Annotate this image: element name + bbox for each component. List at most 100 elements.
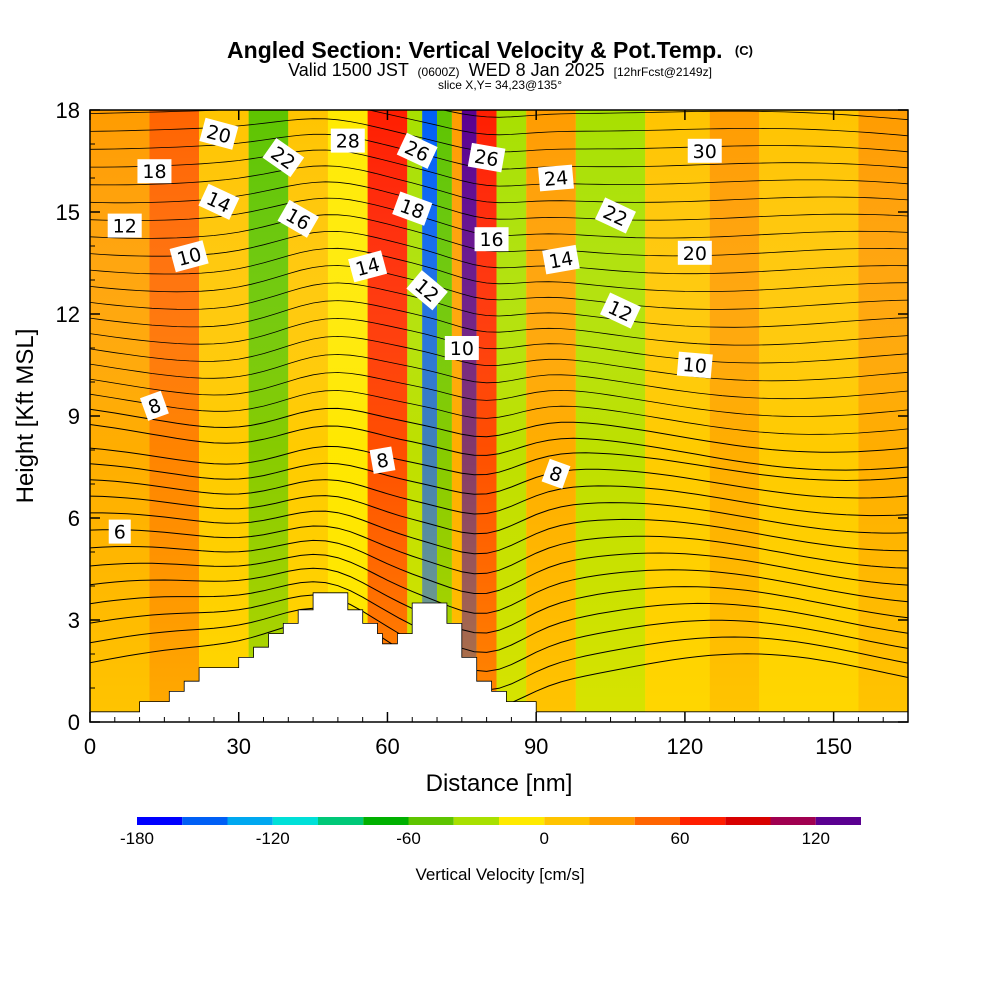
colorbar-swatch bbox=[770, 817, 816, 825]
isentrope-line bbox=[90, 390, 908, 435]
contour-label-box bbox=[330, 128, 365, 153]
isentrope-line bbox=[90, 247, 908, 292]
contour-label-box bbox=[538, 164, 574, 192]
colorbar-tick-label: 60 bbox=[671, 829, 690, 848]
isentrope-line bbox=[90, 510, 908, 555]
contour-label-box bbox=[262, 138, 305, 178]
isentrope-line bbox=[90, 594, 908, 672]
colorbar-swatch bbox=[499, 817, 545, 825]
contour-label-box bbox=[369, 446, 396, 474]
contour-label-box bbox=[396, 132, 438, 169]
isentrope-line bbox=[90, 539, 908, 595]
contour-label-text: 24 bbox=[543, 167, 569, 191]
colorbar-swatch bbox=[634, 817, 680, 825]
contour-label-box bbox=[108, 519, 131, 544]
contour-label-text: 28 bbox=[336, 131, 360, 153]
contour-label: 8 bbox=[369, 446, 396, 474]
isentrope-line bbox=[90, 581, 908, 653]
x-tick-label: 30 bbox=[226, 734, 250, 759]
contour-label-box bbox=[541, 458, 571, 489]
contour-label-box bbox=[444, 336, 479, 360]
isentrope-line bbox=[90, 462, 908, 499]
contour-label-text: 18 bbox=[142, 161, 166, 183]
contour-label-box bbox=[169, 240, 209, 273]
isentrope-line bbox=[90, 265, 908, 310]
isentrope-line bbox=[90, 407, 908, 453]
contour-label-box bbox=[687, 138, 722, 163]
contour-label: 10 bbox=[676, 351, 713, 379]
colorbar-tick-label: -120 bbox=[256, 829, 290, 848]
colorbar-swatch bbox=[815, 817, 861, 825]
isentrope-line bbox=[90, 282, 908, 328]
contour-label-box bbox=[677, 240, 712, 265]
colorbar-swatch bbox=[680, 817, 726, 825]
colorbar-swatch bbox=[453, 817, 499, 825]
y-tick-label: 6 bbox=[68, 506, 80, 531]
contour-label: 8 bbox=[541, 458, 571, 489]
isentrope-line bbox=[90, 230, 908, 275]
contour-label: 30 bbox=[687, 138, 722, 163]
colorbar-swatch bbox=[725, 817, 771, 825]
colorbar-title: Vertical Velocity [cm/s] bbox=[415, 865, 584, 884]
colorbar-tick-label: 120 bbox=[802, 829, 830, 848]
contour-label: 8 bbox=[140, 390, 169, 421]
isentrope-line bbox=[90, 567, 908, 634]
y-axis: 0 3 6 9 12 15 18 bbox=[56, 98, 908, 735]
colorbar-swatch bbox=[318, 817, 364, 825]
colorbar-swatch bbox=[137, 817, 183, 825]
y-tick-label: 9 bbox=[68, 404, 80, 429]
contour-label-text: 10 bbox=[450, 338, 474, 360]
isentrope-line bbox=[90, 149, 908, 187]
colorbar-tick-label: -180 bbox=[120, 829, 154, 848]
y-tick-label: 15 bbox=[56, 200, 80, 225]
colorbar: -180 -120 -60 0 60 120 bbox=[120, 817, 861, 848]
contour-label-text: 30 bbox=[693, 141, 717, 163]
colorbar-swatch bbox=[363, 817, 409, 825]
isentrope-line bbox=[90, 354, 908, 400]
contour-label-text: 8 bbox=[375, 449, 391, 473]
isentrope-line bbox=[90, 479, 908, 517]
chart-title: Angled Section: Vertical Velocity & Pot.… bbox=[227, 37, 753, 63]
contour-label-box bbox=[277, 199, 319, 238]
contour-label: 10 bbox=[169, 240, 209, 273]
contour-label-box bbox=[406, 270, 448, 311]
contour-label-text: 12 bbox=[113, 216, 137, 238]
contour-label: 28 bbox=[330, 128, 365, 153]
x-tick-label: 120 bbox=[667, 734, 704, 759]
colorbar-swatch bbox=[272, 817, 318, 825]
contour-label: 6 bbox=[108, 519, 131, 544]
contour-label-box bbox=[676, 351, 713, 379]
contour-label-box bbox=[467, 142, 506, 173]
contour-label-text: 16 bbox=[479, 229, 503, 251]
y-axis-title: Height [Kft MSL] bbox=[12, 329, 39, 504]
contour-label-box bbox=[474, 227, 509, 252]
x-axis-title: Distance [nm] bbox=[426, 770, 573, 797]
isentrope-line bbox=[90, 214, 908, 257]
contour-label-text: 6 bbox=[114, 522, 126, 544]
x-tick-label: 0 bbox=[84, 734, 96, 759]
contour-label-box bbox=[198, 183, 240, 220]
contour-label-text: 14 bbox=[547, 248, 575, 274]
contour-label-box bbox=[392, 191, 433, 226]
contour-label-box bbox=[542, 244, 580, 275]
contour-label: 26 bbox=[467, 142, 506, 173]
colorbar-swatch bbox=[227, 817, 273, 825]
colorbar-swatch bbox=[408, 817, 454, 825]
x-axis: 0 30 60 90 120 150 bbox=[84, 110, 884, 759]
contour-label: 16 bbox=[474, 227, 509, 252]
y-tick-label: 18 bbox=[56, 98, 80, 123]
contour-label: 14 bbox=[542, 244, 580, 275]
y-tick-label: 12 bbox=[56, 302, 80, 327]
isentrope-line bbox=[90, 424, 908, 471]
contour-label-box bbox=[199, 117, 239, 150]
isentrope-line bbox=[441, 110, 908, 121]
contour-label: 20 bbox=[677, 240, 712, 265]
isentrope-line bbox=[90, 445, 908, 482]
colorbar-swatch bbox=[589, 817, 635, 825]
colorbar-tick-label: 0 bbox=[540, 829, 549, 848]
contour-label-box bbox=[107, 213, 142, 238]
chart-slice-info: slice X,Y= 34,23@135° bbox=[438, 78, 562, 92]
